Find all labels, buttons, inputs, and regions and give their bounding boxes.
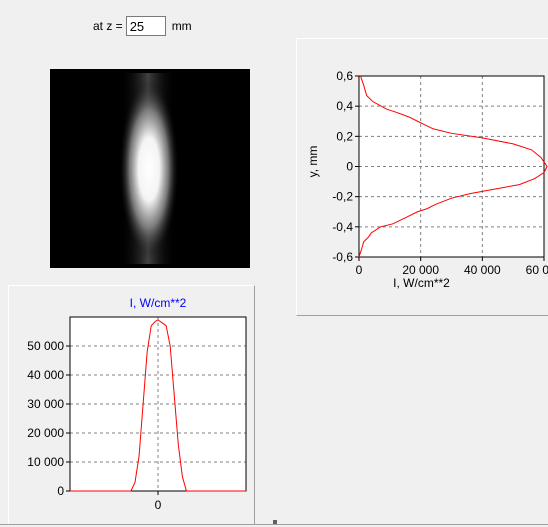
y-profile-chart: 0 20 000 40 000 60 000 0,6 0,4 0,2 0 -0,2 -0,4 -0,…: [306, 69, 548, 290]
y-tick-label: 0,6: [336, 69, 353, 83]
y-tick-label: -0,6: [332, 250, 353, 264]
status-divider: [0, 524, 548, 525]
x-axis-label: I, W/cm**2: [393, 276, 450, 290]
y-tick-label: -0,4: [332, 220, 353, 234]
x-tick-label: 0: [356, 263, 363, 277]
y-tick-label: 0: [57, 484, 64, 498]
beam-intensity-image: [50, 69, 250, 268]
y-tick-label: 0: [346, 160, 353, 174]
x-profile-chart: I, W/cm**2 50 000 40 000 30 000 20 000 10 000…: [27, 296, 247, 512]
plot-border: [69, 316, 247, 492]
y-tick-label: 40 000: [27, 368, 64, 382]
beam-spot: [119, 79, 179, 259]
y-profile-panel: 0 20 000 40 000 60 000 0,6 0,4 0,2 0 -0,2 -0,4 -0,…: [296, 38, 548, 316]
resize-grip[interactable]: [273, 520, 277, 524]
x-tick-label: 0: [155, 498, 162, 512]
plot-border: [358, 75, 545, 258]
z-position-control: at z = mm: [93, 14, 192, 38]
y-tick-label: 30 000: [27, 397, 64, 411]
series-line: [358, 75, 548, 258]
x-tick-label: 20 000: [402, 263, 439, 277]
x-tick-label: 60 000: [526, 263, 548, 277]
y-tick-label: 20 000: [27, 426, 64, 440]
chart-title: I, W/cm**2: [130, 296, 187, 310]
x-profile-panel: I, W/cm**2 50 000 40 000 30 000 20 000 10 000…: [8, 285, 255, 525]
y-tick-label: 50 000: [27, 339, 64, 353]
y-tick-label: 0,2: [336, 129, 353, 143]
z-input[interactable]: [125, 16, 166, 36]
series-line: [70, 319, 246, 492]
z-label: at z =: [93, 19, 123, 33]
y-tick-label: 10 000: [27, 455, 64, 469]
beam-intensity-svg: [50, 69, 250, 268]
x-tick-label: 40 000: [464, 263, 501, 277]
y-tick-label: -0,2: [332, 190, 353, 204]
z-unit-label: mm: [171, 19, 192, 33]
y-tick-label: 0,4: [336, 99, 353, 113]
y-axis-label: y, mm: [306, 146, 320, 178]
